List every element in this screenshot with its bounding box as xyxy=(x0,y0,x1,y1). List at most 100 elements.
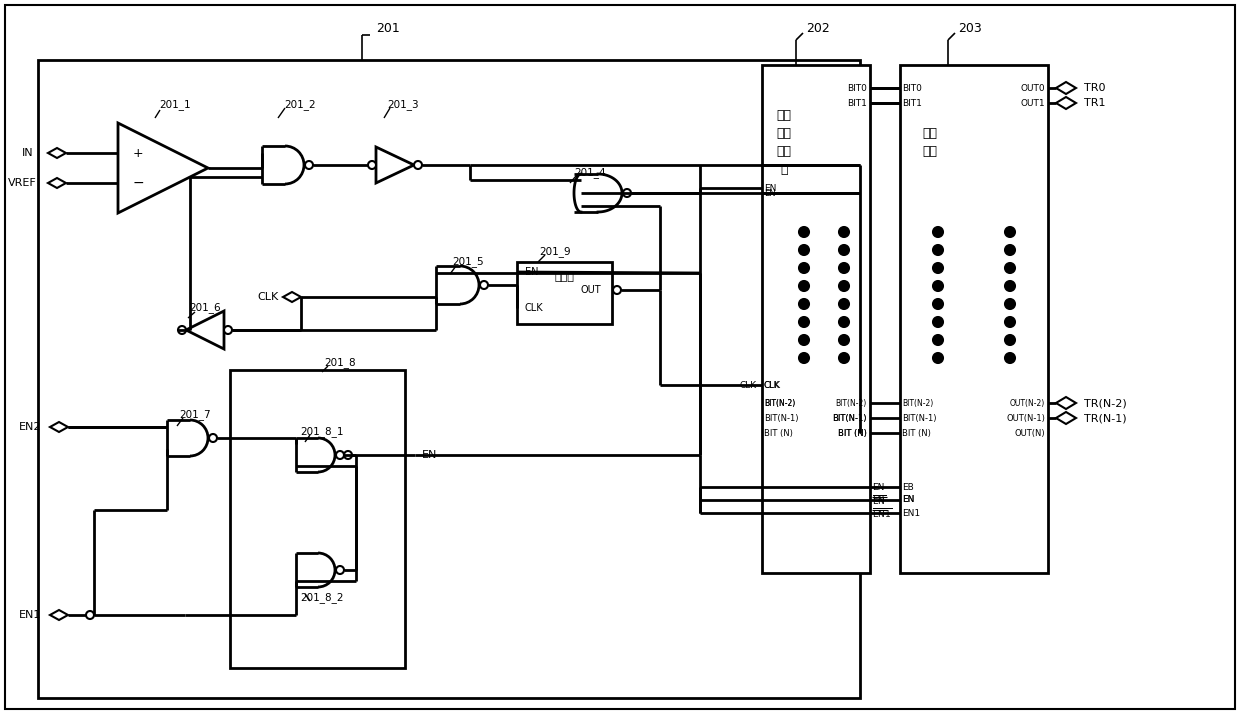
Text: BIT(N-1): BIT(N-1) xyxy=(832,413,867,423)
Circle shape xyxy=(839,281,849,291)
Text: BIT0: BIT0 xyxy=(901,84,921,93)
Text: BIT (N): BIT (N) xyxy=(764,428,792,438)
Circle shape xyxy=(1004,227,1016,237)
Text: OUT(N-1): OUT(N-1) xyxy=(1006,413,1045,423)
Circle shape xyxy=(1004,263,1016,273)
Text: 移位: 移位 xyxy=(776,109,791,121)
Circle shape xyxy=(343,451,352,459)
Text: EN1: EN1 xyxy=(19,610,41,620)
Text: BIT(N-1): BIT(N-1) xyxy=(764,413,799,423)
Text: TR1: TR1 xyxy=(1084,98,1106,108)
Text: OUT(N-2): OUT(N-2) xyxy=(1009,398,1045,408)
Text: 201_8: 201_8 xyxy=(324,358,356,368)
Text: 路: 路 xyxy=(780,163,787,176)
Text: 201_6: 201_6 xyxy=(190,303,221,313)
Circle shape xyxy=(1004,281,1016,291)
Text: 修调: 修调 xyxy=(923,126,937,139)
Circle shape xyxy=(1004,317,1016,327)
Text: BIT (N): BIT (N) xyxy=(838,428,867,438)
Circle shape xyxy=(1004,335,1016,345)
Text: BIT(N-2): BIT(N-2) xyxy=(901,398,934,408)
Text: VREF: VREF xyxy=(7,178,36,188)
Text: BIT(N-2): BIT(N-2) xyxy=(836,398,867,408)
Text: CLK: CLK xyxy=(740,381,756,390)
Bar xyxy=(900,65,1048,573)
Circle shape xyxy=(799,263,808,273)
Text: OUT0: OUT0 xyxy=(1021,84,1045,93)
Text: CLK: CLK xyxy=(525,303,543,313)
Text: BIT (N): BIT (N) xyxy=(838,428,867,438)
Bar xyxy=(517,262,613,324)
Text: $\overline{\mathrm{EN}}$: $\overline{\mathrm{EN}}$ xyxy=(872,493,887,507)
Circle shape xyxy=(932,263,942,273)
Circle shape xyxy=(932,245,942,255)
Text: EN2: EN2 xyxy=(19,422,41,432)
Text: +: + xyxy=(133,146,144,159)
Circle shape xyxy=(414,161,422,169)
Text: 202: 202 xyxy=(806,21,830,34)
Circle shape xyxy=(932,299,942,309)
Circle shape xyxy=(839,317,849,327)
Circle shape xyxy=(179,326,186,334)
Circle shape xyxy=(839,245,849,255)
Circle shape xyxy=(932,227,942,237)
Text: EN: EN xyxy=(901,496,914,505)
Text: EN: EN xyxy=(901,496,914,505)
Circle shape xyxy=(622,189,631,197)
Circle shape xyxy=(336,451,343,459)
Circle shape xyxy=(305,161,312,169)
Text: EN: EN xyxy=(764,183,776,193)
Text: TR0: TR0 xyxy=(1084,83,1106,93)
Text: −: − xyxy=(133,176,144,190)
Text: BIT0: BIT0 xyxy=(847,84,867,93)
Bar xyxy=(38,60,861,698)
Circle shape xyxy=(799,245,808,255)
Text: BIT(N-2): BIT(N-2) xyxy=(764,398,795,408)
Text: CLK: CLK xyxy=(764,381,780,390)
Circle shape xyxy=(368,161,376,169)
Text: OUT(N): OUT(N) xyxy=(1014,428,1045,438)
Text: EN: EN xyxy=(872,496,884,505)
Text: BIT1: BIT1 xyxy=(847,99,867,108)
Text: EN: EN xyxy=(422,450,438,460)
Text: EN: EN xyxy=(525,267,538,277)
Text: 寄存: 寄存 xyxy=(776,126,791,139)
Circle shape xyxy=(1004,353,1016,363)
Circle shape xyxy=(336,566,343,574)
Text: $\overline{\mathrm{EN1}}$: $\overline{\mathrm{EN1}}$ xyxy=(872,506,892,520)
Text: EN: EN xyxy=(764,188,776,198)
Circle shape xyxy=(799,317,808,327)
Text: BIT (N): BIT (N) xyxy=(901,428,931,438)
Text: EN1: EN1 xyxy=(901,508,920,518)
Text: BIT(N-1): BIT(N-1) xyxy=(832,413,867,423)
Text: 203: 203 xyxy=(959,21,982,34)
Text: 201_9: 201_9 xyxy=(539,246,570,258)
Text: CLK: CLK xyxy=(258,292,279,302)
Text: 201_8_1: 201_8_1 xyxy=(300,426,343,438)
Text: OUT1: OUT1 xyxy=(1021,99,1045,108)
Text: EN: EN xyxy=(872,483,884,491)
Circle shape xyxy=(932,281,942,291)
Text: BIT(N-1): BIT(N-1) xyxy=(901,413,936,423)
Text: 201_5: 201_5 xyxy=(453,256,484,268)
Circle shape xyxy=(799,281,808,291)
Circle shape xyxy=(799,299,808,309)
Text: 器电: 器电 xyxy=(776,144,791,158)
Circle shape xyxy=(799,335,808,345)
Circle shape xyxy=(799,353,808,363)
Circle shape xyxy=(932,317,942,327)
Text: 201: 201 xyxy=(376,21,399,34)
Text: BIT1: BIT1 xyxy=(901,99,921,108)
Text: 计数器: 计数器 xyxy=(554,272,574,282)
Circle shape xyxy=(839,299,849,309)
Circle shape xyxy=(1004,245,1016,255)
Text: 201_7: 201_7 xyxy=(180,410,211,421)
Text: TR(N-1): TR(N-1) xyxy=(1084,413,1127,423)
Text: CLK: CLK xyxy=(764,381,781,390)
Circle shape xyxy=(932,335,942,345)
Text: IN: IN xyxy=(22,148,33,158)
Circle shape xyxy=(480,281,489,289)
Circle shape xyxy=(210,434,217,442)
Text: 201_1: 201_1 xyxy=(159,99,191,111)
Circle shape xyxy=(613,286,621,294)
